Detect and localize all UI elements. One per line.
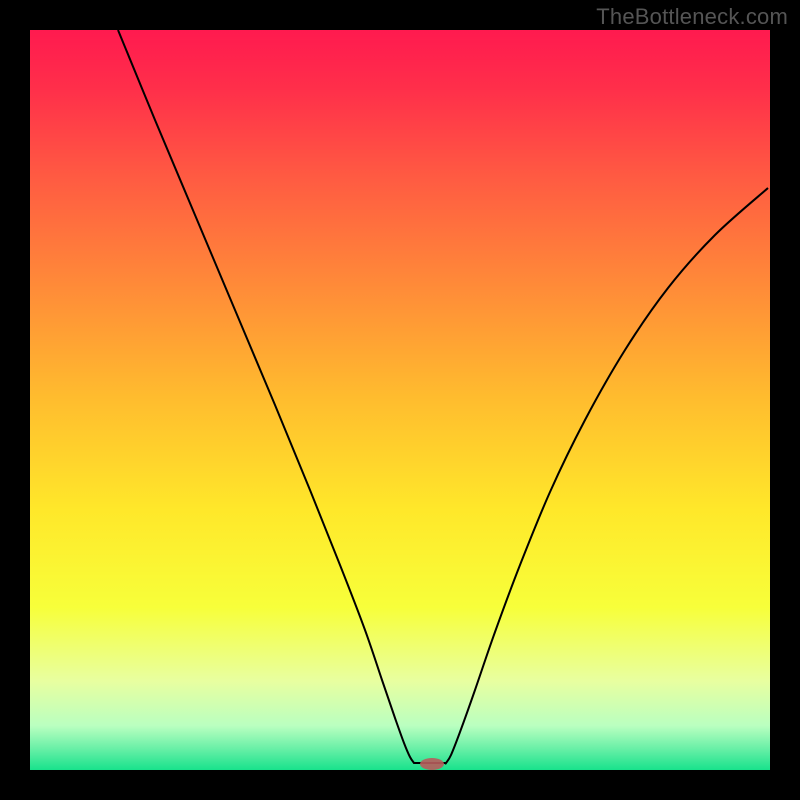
chart-svg bbox=[0, 0, 800, 800]
optimal-marker bbox=[420, 758, 444, 770]
plot-background bbox=[30, 30, 770, 770]
watermark-text: TheBottleneck.com bbox=[596, 4, 788, 30]
bottleneck-chart bbox=[0, 0, 800, 800]
